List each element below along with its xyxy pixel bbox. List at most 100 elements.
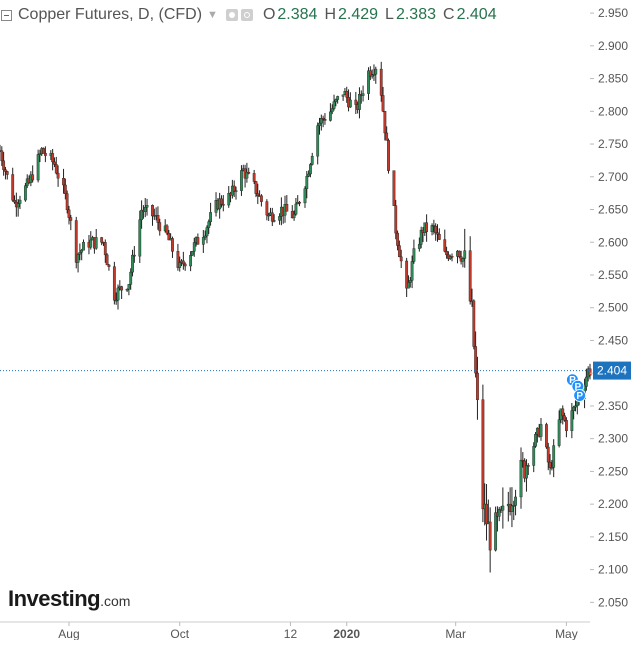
candle-body-up — [240, 170, 243, 191]
candle — [361, 85, 365, 102]
candle-body-up — [116, 287, 120, 301]
candle-body-down — [561, 408, 565, 416]
candle-body-down — [53, 161, 56, 165]
candle-series — [0, 61, 592, 573]
candle-body-up — [140, 209, 143, 221]
candle — [254, 180, 258, 198]
candle-body-up — [525, 465, 528, 479]
y-tick-label: 2.350 — [598, 399, 628, 413]
y-tick-label: 2.850 — [598, 72, 628, 86]
candle — [584, 368, 588, 391]
candle — [207, 219, 211, 234]
x-tick-label: Mar — [445, 627, 466, 640]
candle — [196, 233, 200, 245]
candle — [191, 250, 194, 256]
chevron-down-icon[interactable]: ▼ — [207, 9, 218, 21]
candle — [178, 256, 182, 272]
candle — [545, 422, 548, 449]
candle-body-up — [138, 219, 142, 257]
candle — [265, 199, 269, 221]
candle — [385, 126, 389, 141]
candle — [240, 165, 243, 196]
candle-body-up — [550, 467, 554, 469]
candle-body-down — [132, 254, 136, 257]
candle — [514, 489, 517, 516]
p-marker[interactable]: P — [573, 388, 587, 402]
y-tick-label: 2.250 — [598, 464, 628, 478]
candle-body-up — [145, 205, 149, 208]
candle — [31, 165, 35, 183]
y-tick-label: 2.550 — [598, 268, 628, 282]
candle — [588, 363, 592, 380]
candle — [526, 463, 530, 475]
candle-body-down — [103, 242, 107, 256]
candle — [203, 230, 207, 241]
candle-body-up — [361, 93, 365, 96]
candle — [4, 166, 7, 180]
candle — [116, 284, 120, 310]
candle-body-down — [488, 521, 492, 551]
candle-body-up — [374, 68, 378, 75]
candle — [417, 237, 421, 252]
candle-body-up — [372, 74, 376, 76]
candle-body-down — [171, 238, 174, 252]
candle — [38, 149, 42, 163]
price-axis[interactable]: 2.0502.1002.1502.2002.2502.3002.3502.400… — [590, 6, 628, 609]
chart-legend: Copper Futures, D, (CFD) ▼ O 2.384 H 2.429… — [0, 4, 497, 26]
y-tick-label: 2.200 — [598, 497, 628, 511]
candle — [132, 246, 136, 263]
candle-body-down — [4, 169, 7, 172]
candle-body-up — [36, 154, 40, 181]
y-tick-label: 2.500 — [598, 301, 628, 315]
candle-body-down — [67, 209, 71, 218]
time-axis[interactable]: Aug Oct 12 2020 Mar May — [0, 621, 590, 641]
candle — [285, 195, 289, 212]
candle-body-down — [247, 171, 251, 174]
candle-body-down — [120, 286, 124, 291]
y-tick-label: 2.100 — [598, 563, 628, 577]
candle-body-down — [54, 164, 58, 174]
p-marker-circle[interactable] — [573, 388, 587, 402]
candle-body-down — [397, 245, 401, 258]
logo-wordmark: Investing — [8, 586, 101, 611]
candle — [234, 186, 238, 200]
instrument-title[interactable]: Copper Futures, D, (CFD) — [18, 6, 203, 23]
candle-body-up — [307, 173, 311, 177]
candle — [481, 384, 485, 523]
eye-icon[interactable] — [225, 9, 238, 21]
candle — [321, 115, 325, 128]
candle-body-down — [437, 234, 441, 240]
candle — [232, 180, 236, 198]
candle-body-down — [383, 110, 387, 134]
chart-markers[interactable]: PPP — [565, 373, 587, 402]
candle-body-up — [294, 203, 298, 215]
candle — [270, 207, 274, 227]
candle — [383, 110, 387, 141]
candle-body-up — [557, 419, 561, 446]
candle-body-up — [463, 250, 467, 259]
candle — [107, 264, 111, 271]
candle-body-up — [348, 99, 352, 108]
collapse-icon[interactable] — [1, 9, 12, 21]
candle — [76, 253, 80, 273]
candle-body-up — [419, 229, 423, 245]
candle-body-up — [203, 235, 207, 238]
candle — [221, 195, 225, 212]
candle-body-down — [183, 263, 187, 267]
candle-body-up — [78, 252, 82, 255]
candle-body-up — [114, 299, 118, 302]
gear-icon[interactable] — [240, 9, 253, 21]
logo-suffix: .com — [100, 593, 131, 609]
candle-body-up — [192, 242, 196, 252]
candle — [345, 86, 349, 103]
candle-body-up — [539, 424, 543, 437]
candle — [183, 262, 187, 271]
candle-body-down — [74, 220, 78, 263]
candle — [65, 190, 69, 214]
candle-body-down — [254, 181, 258, 194]
candle-body-up — [574, 405, 577, 408]
candle — [539, 417, 543, 441]
candle — [181, 251, 185, 270]
